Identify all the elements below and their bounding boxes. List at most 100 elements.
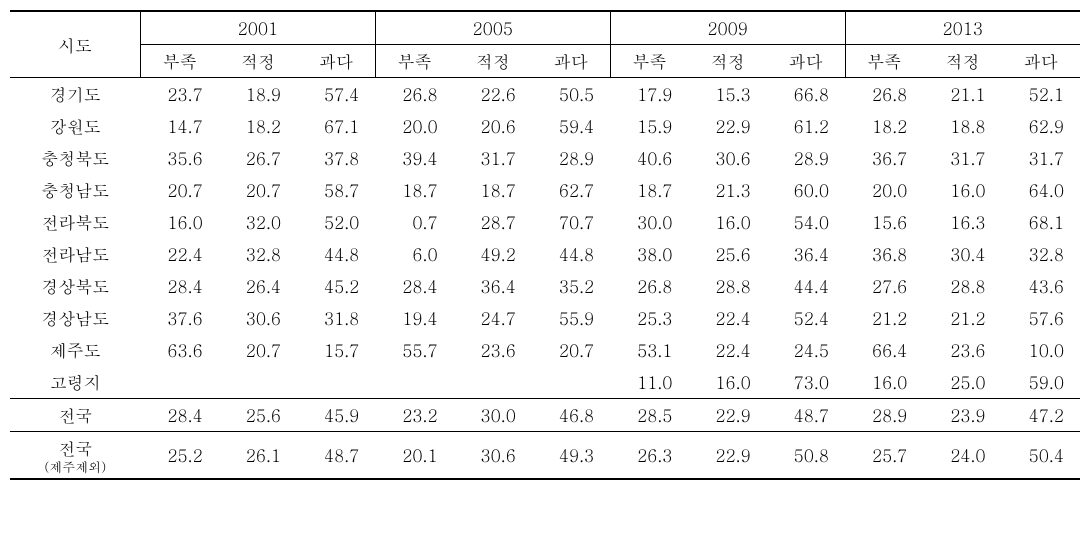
year-header-2001: 2001	[140, 11, 375, 45]
region-cell: 충청북도	[10, 142, 140, 174]
sub-header: 과다	[767, 45, 845, 78]
value-cell: 37.8	[297, 142, 375, 174]
region-cell: 전라남도	[10, 238, 140, 270]
value-cell: 21.1	[923, 78, 1001, 111]
value-cell: 28.7	[454, 206, 532, 238]
value-cell: 24.7	[454, 302, 532, 334]
value-cell: 0.7	[375, 206, 453, 238]
value-cell: 66.8	[767, 78, 845, 111]
value-cell: 25.6	[219, 399, 297, 432]
value-cell: 26.3	[610, 432, 688, 480]
value-cell: 23.6	[923, 334, 1001, 366]
value-cell: 26.8	[845, 78, 923, 111]
value-cell: 17.9	[610, 78, 688, 111]
value-cell: 22.4	[140, 238, 218, 270]
value-cell: 50.4	[1002, 432, 1080, 480]
value-cell: 36.4	[454, 270, 532, 302]
value-cell: 30.6	[688, 142, 766, 174]
value-cell: 50.5	[532, 78, 610, 111]
value-cell: 25.6	[688, 238, 766, 270]
value-cell: 24.5	[767, 334, 845, 366]
value-cell: 20.7	[532, 334, 610, 366]
sub-header: 과다	[297, 45, 375, 78]
value-cell: 18.8	[923, 110, 1001, 142]
year-header-2005: 2005	[375, 11, 610, 45]
value-cell: 43.6	[1002, 270, 1080, 302]
value-cell: 63.6	[140, 334, 218, 366]
table-row: 제주도63.620.715.755.723.620.753.122.424.56…	[10, 334, 1080, 366]
data-table: 시도 2001 2005 2009 2013 부족 적정 과다 부족 적정 과다…	[10, 10, 1080, 480]
value-cell: 20.1	[375, 432, 453, 480]
value-cell: 61.2	[767, 110, 845, 142]
table-row: 충청남도20.720.758.718.718.762.718.721.360.0…	[10, 174, 1080, 206]
value-cell: 11.0	[610, 366, 688, 399]
value-cell: 28.9	[767, 142, 845, 174]
value-cell: 15.3	[688, 78, 766, 111]
value-cell: 28.8	[923, 270, 1001, 302]
value-cell: 18.7	[454, 174, 532, 206]
sub-header: 부족	[375, 45, 453, 78]
value-cell: 36.4	[767, 238, 845, 270]
region-cell: 경기도	[10, 78, 140, 111]
value-cell: 21.2	[923, 302, 1001, 334]
value-cell: 44.8	[532, 238, 610, 270]
value-cell: 22.4	[688, 302, 766, 334]
sub-header: 적정	[923, 45, 1001, 78]
value-cell: 25.2	[140, 432, 218, 480]
value-cell: 52.1	[1002, 78, 1080, 111]
value-cell: 18.7	[375, 174, 453, 206]
value-cell: 57.4	[297, 78, 375, 111]
value-cell: 40.6	[610, 142, 688, 174]
table-row: 전라남도22.432.844.86.049.244.838.025.636.43…	[10, 238, 1080, 270]
value-cell: 28.9	[532, 142, 610, 174]
value-cell: 27.6	[845, 270, 923, 302]
value-cell: 30.0	[454, 399, 532, 432]
table-row: 충청북도35.626.737.839.431.728.940.630.628.9…	[10, 142, 1080, 174]
value-cell: 20.7	[219, 334, 297, 366]
value-cell: 70.7	[532, 206, 610, 238]
value-cell: 24.0	[923, 432, 1001, 480]
value-cell: 6.0	[375, 238, 453, 270]
value-cell: 22.9	[688, 110, 766, 142]
region-cell: 전국(제주제외)	[10, 432, 140, 480]
value-cell: 20.0	[375, 110, 453, 142]
value-cell: 35.6	[140, 142, 218, 174]
value-cell: 15.9	[610, 110, 688, 142]
region-cell: 제주도	[10, 334, 140, 366]
sub-header: 과다	[1002, 45, 1080, 78]
value-cell: 15.6	[845, 206, 923, 238]
value-cell: 62.7	[532, 174, 610, 206]
value-cell: 26.7	[219, 142, 297, 174]
value-cell: 28.4	[140, 399, 218, 432]
value-cell: 52.0	[297, 206, 375, 238]
year-header-2013: 2013	[845, 11, 1080, 45]
table-row: 강원도14.718.267.120.020.659.415.922.961.21…	[10, 110, 1080, 142]
value-cell: 35.2	[532, 270, 610, 302]
sub-header: 부족	[140, 45, 218, 78]
value-cell: 16.0	[845, 366, 923, 399]
sub-header: 과다	[532, 45, 610, 78]
sub-header: 부족	[610, 45, 688, 78]
value-cell	[532, 366, 610, 399]
sub-header: 적정	[219, 45, 297, 78]
region-cell: 전라북도	[10, 206, 140, 238]
value-cell: 55.9	[532, 302, 610, 334]
value-cell: 45.2	[297, 270, 375, 302]
value-cell: 16.3	[923, 206, 1001, 238]
table-row: 경상북도28.426.445.228.436.435.226.828.844.4…	[10, 270, 1080, 302]
table-row: 경상남도37.630.631.819.424.755.925.322.452.4…	[10, 302, 1080, 334]
value-cell: 21.2	[845, 302, 923, 334]
region-cell: 경상남도	[10, 302, 140, 334]
value-cell	[375, 366, 453, 399]
value-cell: 44.4	[767, 270, 845, 302]
value-cell: 55.7	[375, 334, 453, 366]
value-cell: 46.8	[532, 399, 610, 432]
value-cell: 60.0	[767, 174, 845, 206]
value-cell: 45.9	[297, 399, 375, 432]
value-cell: 30.6	[454, 432, 532, 480]
value-cell: 22.9	[688, 399, 766, 432]
value-cell: 59.4	[532, 110, 610, 142]
value-cell: 54.0	[767, 206, 845, 238]
value-cell: 50.8	[767, 432, 845, 480]
value-cell: 23.2	[375, 399, 453, 432]
